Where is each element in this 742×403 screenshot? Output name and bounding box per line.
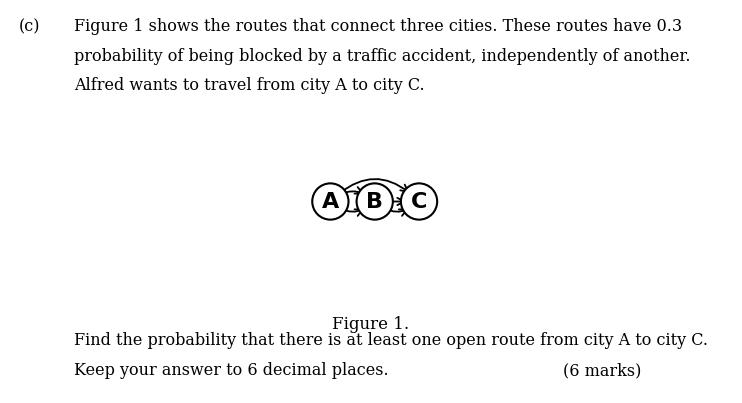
Text: A: A — [322, 191, 339, 212]
Text: B: B — [367, 191, 383, 212]
FancyArrowPatch shape — [387, 198, 404, 205]
FancyArrowPatch shape — [341, 209, 363, 216]
Text: (6 marks): (6 marks) — [563, 362, 642, 379]
Text: Find the probability that there is at least one open route from city A to city C: Find the probability that there is at le… — [74, 332, 708, 349]
Text: Alfred wants to travel from city A to city C.: Alfred wants to travel from city A to ci… — [74, 77, 425, 94]
Text: Keep your answer to 6 decimal places.: Keep your answer to 6 decimal places. — [74, 362, 389, 379]
Circle shape — [312, 183, 349, 220]
Text: Figure 1 shows the routes that connect three cities. These routes have 0.3: Figure 1 shows the routes that connect t… — [74, 18, 683, 35]
Text: C: C — [411, 191, 427, 212]
Text: Figure 1.: Figure 1. — [332, 316, 410, 333]
FancyArrowPatch shape — [341, 187, 363, 194]
Circle shape — [357, 183, 393, 220]
Text: probability of being blocked by a traffic accident, independently of another.: probability of being blocked by a traffi… — [74, 48, 691, 64]
FancyArrowPatch shape — [340, 179, 408, 193]
Text: (c): (c) — [19, 18, 40, 35]
Circle shape — [401, 183, 437, 220]
FancyArrowPatch shape — [385, 209, 407, 216]
